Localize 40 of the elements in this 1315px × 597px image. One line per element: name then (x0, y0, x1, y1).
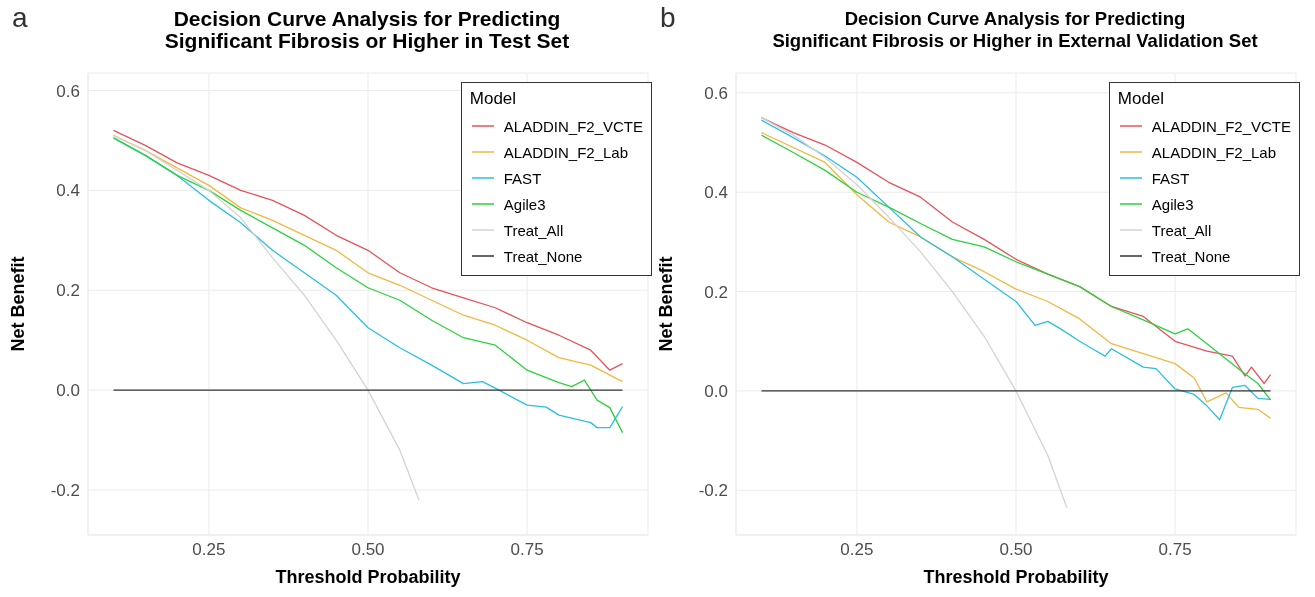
legend-label: Treat_None (1151, 247, 1231, 265)
x-tick-label: 0.75 (1158, 540, 1192, 560)
y-tick-label: 0.4 (56, 181, 80, 201)
x-tick-label: 0.75 (510, 540, 544, 560)
legend-label: Agile3 (1151, 195, 1194, 213)
text: b (660, 2, 676, 34)
legend-title: Model (1117, 89, 1166, 109)
legend-label: Treat_None (503, 247, 583, 265)
x-tick-label: 0.50 (351, 540, 385, 560)
legend-label: Treat_All (503, 221, 564, 239)
line-series (760, 117, 1068, 509)
y-tick-label: 0.0 (704, 381, 728, 401)
y-tick-label: 0.6 (704, 83, 728, 103)
y-tick-label: 0.4 (704, 183, 728, 203)
x-axis-title: Threshold Probability (923, 567, 1109, 587)
text: a (12, 2, 28, 34)
legend-title: Model (469, 89, 518, 109)
legend-label: FAST (503, 169, 542, 187)
y-tick-label: 0.6 (56, 81, 80, 101)
legend-label: Agile3 (503, 195, 546, 213)
y-tick-label: 0.2 (56, 281, 80, 301)
y-tick-label: -0.2 (50, 481, 80, 501)
legend-label: ALADDIN_F2_VCTE (1151, 117, 1291, 135)
legend-label: ALADDIN_F2_Lab (1151, 143, 1277, 161)
chart-title: Decision Curve Analysis for Predicting Significant Fibrosis or Higher in External Validation Set (771, 8, 1259, 52)
legend-label: Treat_All (1151, 221, 1212, 239)
legend-label: FAST (1151, 169, 1190, 187)
line-series (112, 134, 420, 501)
x-tick-label: 0.25 (192, 540, 226, 560)
y-axis-title: Net Benefit (8, 256, 29, 352)
x-axis-title: Threshold Probability (275, 567, 461, 587)
legend-label: ALADDIN_F2_Lab (503, 143, 629, 161)
y-axis-title: Net Benefit (656, 256, 677, 352)
x-tick-label: 0.25 (840, 540, 874, 560)
chart-title: Decision Curve Analysis for Predicting Significant Fibrosis or Higher in Test Set (163, 7, 571, 52)
x-tick-label: 0.50 (999, 540, 1033, 560)
legend-label: ALADDIN_F2_VCTE (503, 117, 643, 135)
y-tick-label: -0.2 (698, 481, 728, 501)
y-tick-label: 0.2 (704, 282, 728, 302)
y-tick-label: 0.0 (56, 381, 80, 401)
